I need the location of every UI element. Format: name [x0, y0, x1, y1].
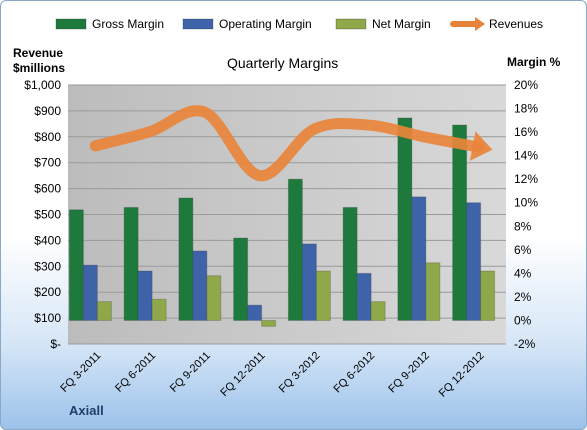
- right-tick-label: 12%: [514, 172, 538, 186]
- right-tick-label: 4%: [514, 266, 532, 280]
- left-tick-label: $200: [34, 285, 61, 299]
- left-tick-label: $-: [50, 337, 61, 351]
- right-tick-label: 6%: [514, 243, 532, 257]
- net-margin-legend-label: Net Margin: [372, 17, 431, 31]
- right-tick-label: 16%: [514, 125, 538, 139]
- revenues-legend-arrow: [475, 17, 485, 31]
- category-label: FQ 6-2012: [332, 350, 378, 396]
- gross-margin-bar: [68, 209, 84, 321]
- operating-margin-legend-swatch: [182, 18, 214, 30]
- right-tick-label: 10%: [514, 196, 538, 210]
- net-margin-bar: [96, 301, 112, 321]
- category-label: FQ 12-2011: [218, 350, 267, 399]
- operating-margin-bar: [301, 243, 317, 321]
- gross-margin-legend-swatch: [55, 18, 87, 30]
- chart-title: Quarterly Margins: [227, 55, 339, 71]
- revenues-line: [89, 105, 485, 182]
- right-tick-label: 8%: [514, 219, 532, 233]
- right-tick-label: 20%: [514, 78, 538, 92]
- net-margin-bar: [480, 270, 496, 321]
- revenues-arrow: [469, 131, 493, 161]
- category-label: FQ 9-2012: [386, 350, 432, 396]
- category-label: FQ 9-2011: [168, 350, 213, 395]
- category-label: FQ 3-2011: [58, 350, 103, 395]
- left-tick-label: $800: [34, 130, 61, 144]
- operating-margin-bar: [82, 264, 98, 321]
- net-margin-bar: [261, 319, 277, 327]
- gross-margin-bar: [233, 237, 249, 321]
- left-axis-title: Revenue $millions: [13, 46, 66, 75]
- left-tick-label: $600: [34, 182, 61, 196]
- category-label: FQ 12-2012: [437, 350, 487, 400]
- gross-margin-legend-label: Gross Margin: [92, 17, 164, 31]
- gross-margin-bar: [287, 178, 303, 321]
- right-tick-label: -2%: [514, 337, 536, 351]
- left-tick-label: $500: [34, 208, 61, 222]
- net-margin-bar: [425, 262, 441, 321]
- left-tick-label: $400: [34, 233, 61, 247]
- right-tick-label: 0%: [514, 313, 532, 327]
- net-margin-bar: [370, 301, 386, 321]
- net-margin-bar: [206, 275, 222, 321]
- left-tick-label: $300: [34, 259, 61, 273]
- operating-margin-legend-label: Operating Margin: [219, 17, 312, 31]
- operating-margin-bar: [137, 270, 153, 321]
- revenues-legend-label: Revenues: [489, 17, 543, 31]
- operating-margin-bar: [466, 202, 482, 321]
- left-tick-label: $100: [34, 311, 61, 325]
- left-tick-label: $900: [34, 104, 61, 118]
- category-label: FQ 6-2011: [113, 350, 158, 395]
- right-axis-title: Margin %: [507, 55, 561, 69]
- operating-margin-bar: [247, 304, 263, 321]
- left-tick-label: $1,000: [24, 78, 61, 92]
- left-tick-label: $700: [34, 156, 61, 170]
- operating-margin-bar: [356, 272, 372, 321]
- right-tick-label: 14%: [514, 149, 538, 163]
- net-margin-bar: [315, 270, 331, 321]
- net-margin-bar: [151, 298, 167, 321]
- net-margin-legend-swatch: [335, 18, 367, 30]
- operating-margin-bar: [411, 196, 427, 321]
- operating-margin-bar: [192, 250, 208, 321]
- gross-margin-bar: [178, 197, 194, 321]
- gross-margin-bar: [342, 206, 358, 321]
- right-tick-label: 18%: [514, 102, 538, 116]
- gross-margin-bar: [123, 206, 139, 321]
- right-tick-label: 2%: [514, 290, 532, 304]
- company-label: Axiall: [69, 403, 104, 418]
- gross-margin-bar: [397, 117, 413, 321]
- category-label: FQ 3-2012: [277, 350, 323, 396]
- gross-margin-bar: [452, 124, 468, 321]
